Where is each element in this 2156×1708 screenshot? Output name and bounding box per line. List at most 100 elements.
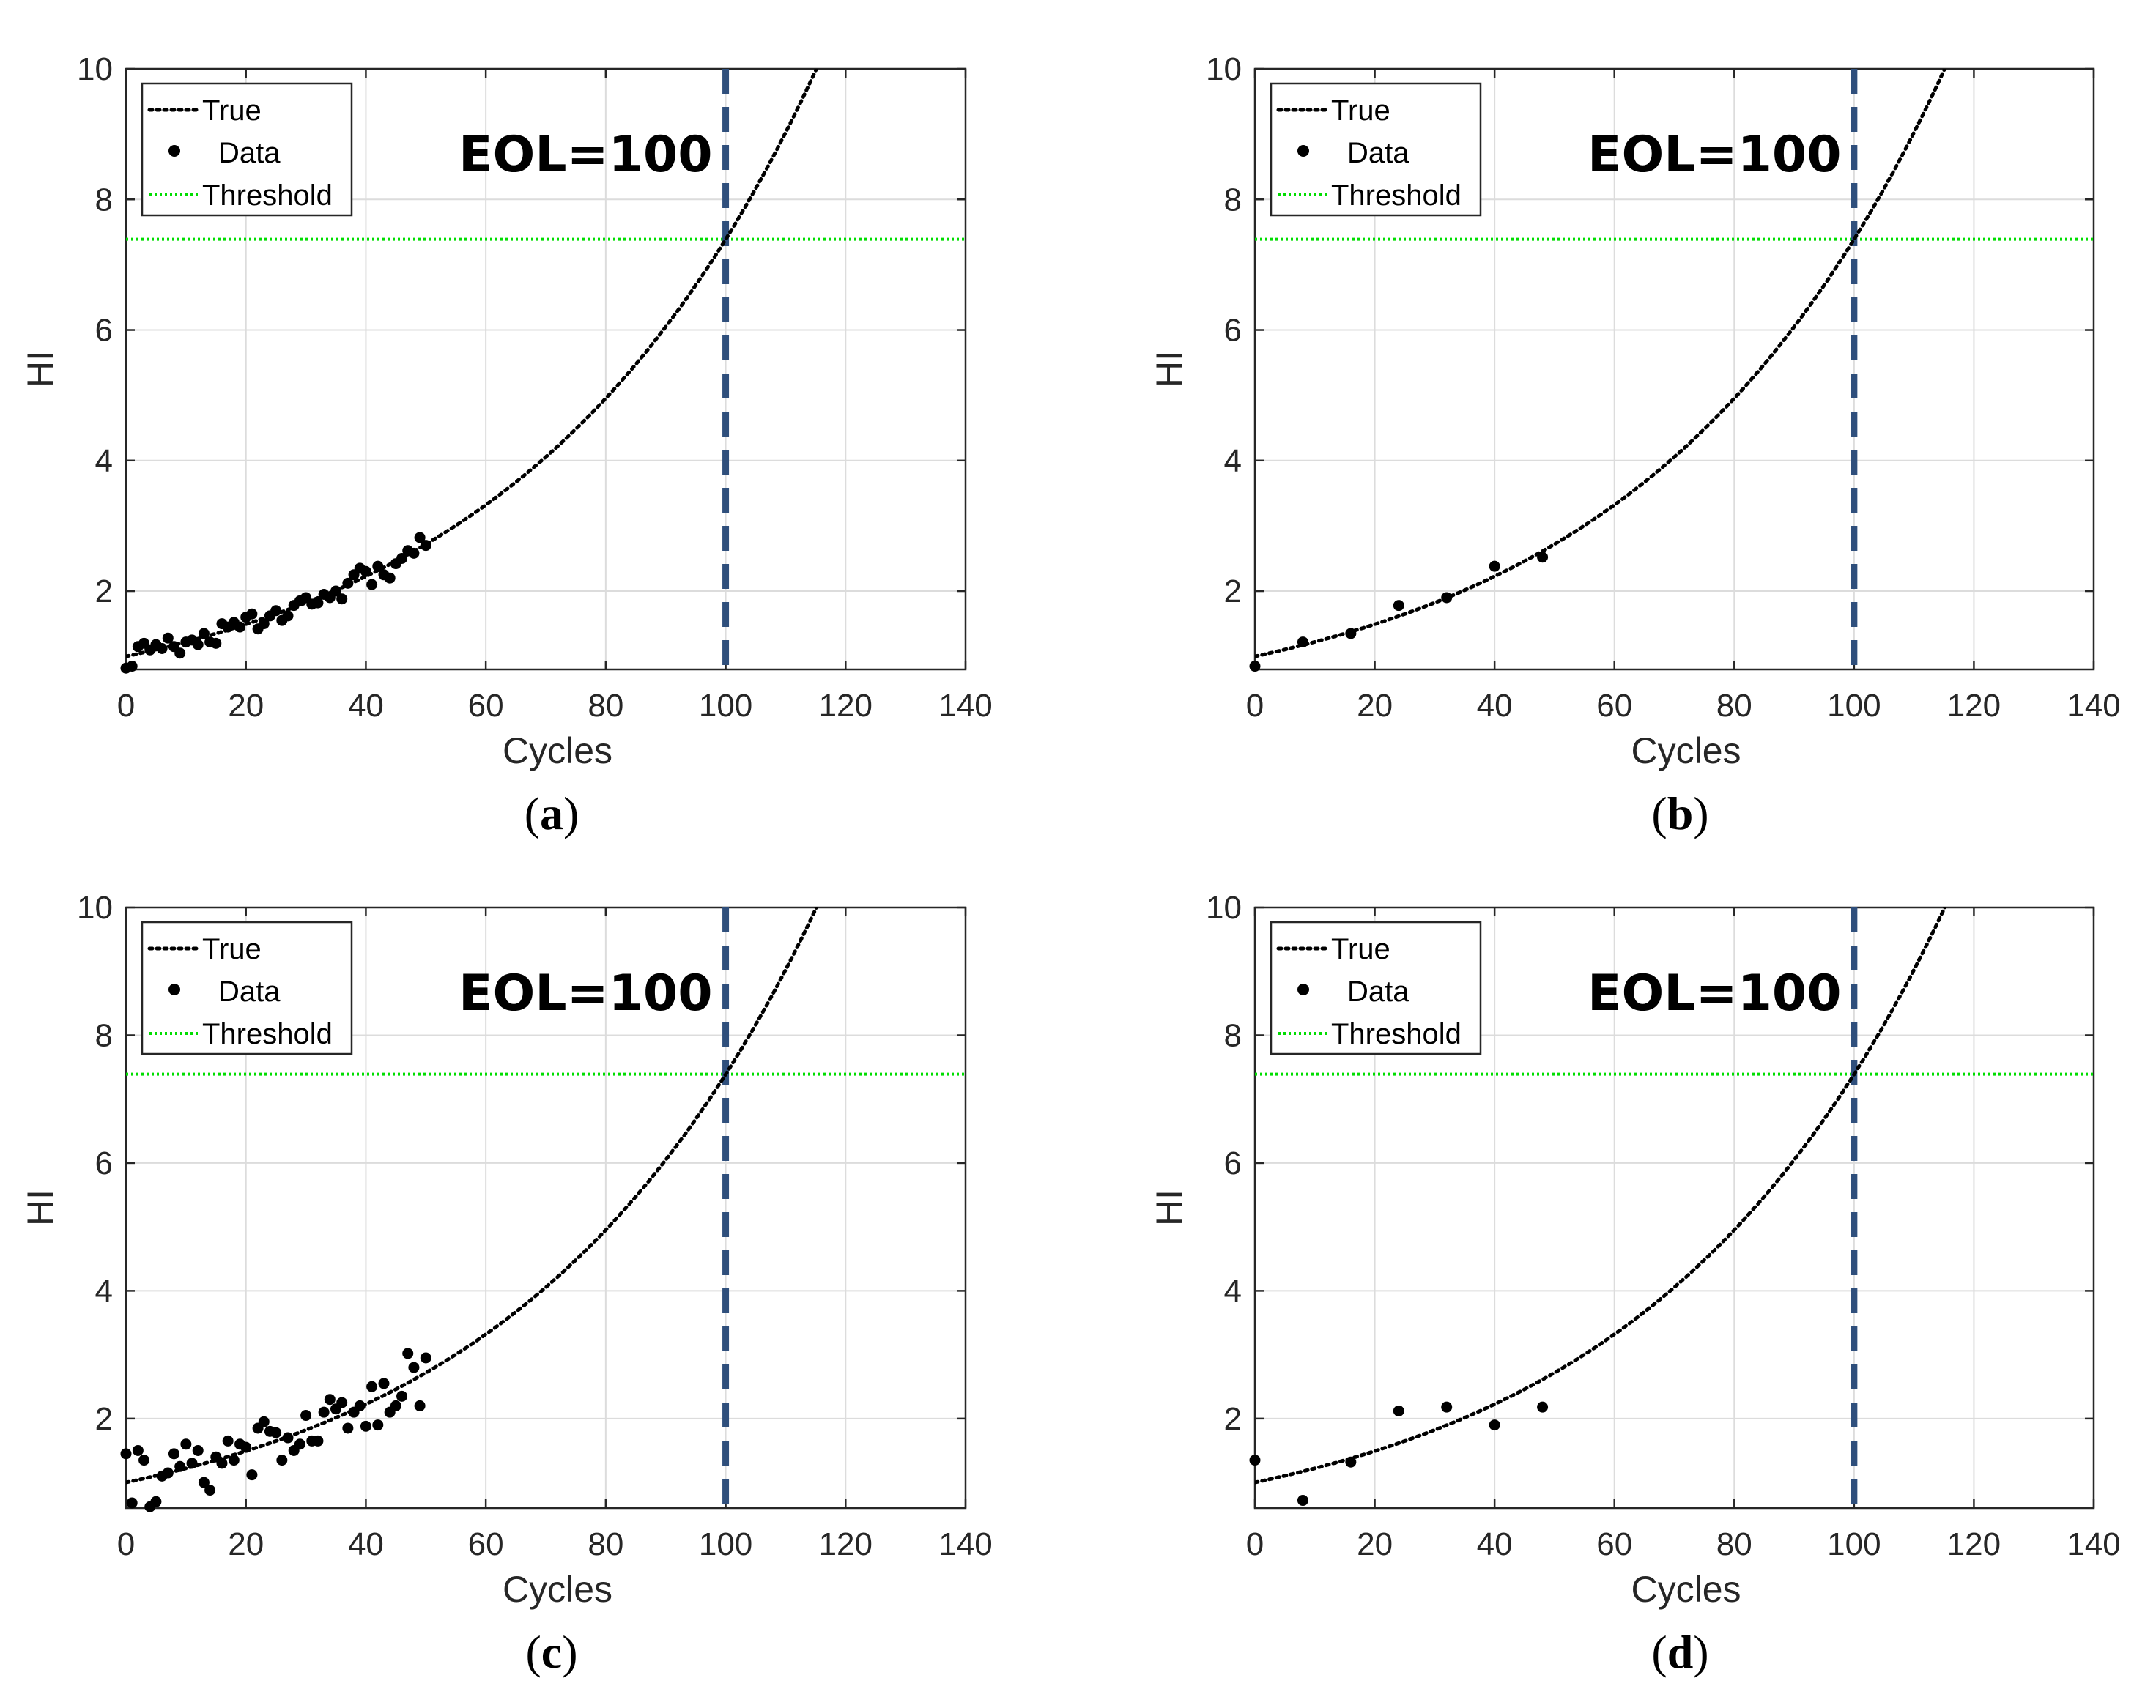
y-axis-title: HI (1149, 351, 1190, 387)
caption-open-paren: ( (1651, 787, 1667, 839)
y-tick-label: 10 (77, 890, 113, 926)
y-tick-label: 8 (95, 182, 113, 218)
data-point (1393, 1405, 1404, 1416)
data-point (396, 1390, 408, 1402)
legend-true-label: True (1331, 933, 1390, 965)
y-tick-label: 2 (1224, 1401, 1242, 1437)
data-point (312, 1435, 324, 1447)
data-point (138, 1455, 150, 1466)
caption-close-paren: ) (1693, 787, 1708, 839)
data-point (1249, 1455, 1261, 1466)
true-curve (126, 69, 819, 658)
data-point (240, 1441, 252, 1453)
data-point (1345, 628, 1357, 639)
data-point (1345, 1456, 1357, 1468)
data-point (414, 532, 426, 543)
legend-data-label: Data (218, 137, 281, 169)
data-point (258, 1416, 270, 1427)
y-tick-label: 8 (95, 1017, 113, 1053)
caption-close-paren: ) (563, 787, 579, 839)
data-series (1249, 552, 1549, 672)
data-point (336, 593, 348, 605)
legend-true-label: True (1331, 94, 1390, 127)
data-point (246, 1469, 258, 1481)
eol-annotation: EOL=100 (459, 126, 713, 184)
x-tick-label: 120 (1947, 688, 2001, 724)
data-point (300, 1410, 312, 1422)
data-point (1537, 1401, 1549, 1413)
axes-box (125, 906, 967, 1510)
data-point (150, 1496, 162, 1507)
x-tick-label: 20 (1357, 688, 1393, 724)
data-point (1537, 552, 1549, 563)
x-tick-label: 40 (348, 1526, 384, 1562)
data-point (174, 647, 186, 659)
legend-threshold-label: Threshold (202, 1018, 333, 1050)
x-tick-label: 20 (228, 688, 264, 724)
data-point (408, 1362, 420, 1373)
data-point (372, 1419, 384, 1431)
data-point (204, 1485, 216, 1496)
x-tick-label: 40 (348, 688, 384, 724)
x-tick-label: 80 (588, 1526, 623, 1562)
chart-panel-b: 0 20 40 60 80 100 120 140 2 4 6 8 10 Cycles HI True Data… (1149, 51, 2121, 839)
caption-letter: a (540, 787, 563, 839)
x-tick-label: 80 (1716, 688, 1752, 724)
y-axis-title: HI (20, 1189, 61, 1226)
panel-caption: (d) (1651, 1626, 1708, 1678)
data-point (180, 1438, 192, 1450)
legend-true-label: True (202, 933, 262, 965)
data-point (366, 579, 378, 590)
x-tick-label: 60 (468, 1526, 504, 1562)
y-tick-label: 8 (1224, 182, 1242, 218)
x-tick-label: 0 (1246, 688, 1264, 724)
y-tick-label: 2 (1224, 573, 1242, 609)
x-axis-title: Cycles (503, 730, 612, 771)
data-point (324, 1394, 336, 1406)
x-tick-label: 80 (588, 688, 623, 724)
data-series (1249, 1401, 1549, 1507)
x-tick-label: 120 (1947, 1526, 2001, 1562)
data-point (414, 1400, 426, 1411)
chart-panel-d: 0 20 40 60 80 100 120 140 2 4 6 8 10 Cycles HI True Data… (1149, 890, 2121, 1678)
y-tick-label: 4 (1224, 1273, 1242, 1309)
x-axis-title: Cycles (1631, 1569, 1741, 1610)
caption-close-paren: ) (1693, 1626, 1708, 1678)
y-tick-label: 4 (95, 443, 113, 479)
data-point (282, 1432, 294, 1444)
data-point (1489, 1419, 1500, 1431)
y-tick-label: 6 (1224, 313, 1242, 349)
chart-panel-a: 0 20 40 60 80 100 120 140 2 4 6 8 10 Cycles HI True Data… (20, 51, 993, 839)
data-point (222, 1435, 234, 1447)
y-tick-label: 10 (77, 51, 113, 87)
eol-annotation: EOL=100 (459, 965, 713, 1022)
data-point (210, 637, 222, 649)
caption-open-paren: ( (1651, 1626, 1667, 1678)
data-point (1441, 592, 1453, 604)
x-tick-label: 100 (699, 1526, 752, 1562)
data-point (396, 552, 408, 564)
data-series (120, 1348, 431, 1512)
data-point (270, 605, 282, 617)
x-tick-label: 120 (819, 1526, 873, 1562)
axes-box (125, 67, 967, 671)
x-tick-label: 0 (117, 1526, 135, 1562)
panel-caption: (a) (525, 787, 579, 839)
y-tick-label: 2 (95, 573, 113, 609)
data-point (270, 1427, 282, 1438)
data-point (156, 642, 168, 654)
x-tick-label: 120 (819, 688, 873, 724)
caption-letter: b (1667, 787, 1694, 839)
x-tick-label: 40 (1477, 688, 1513, 724)
x-tick-label: 80 (1716, 1526, 1752, 1562)
legend-data-swatch (168, 984, 180, 995)
data-point (336, 1397, 348, 1408)
data-point (132, 1444, 144, 1456)
legend-threshold-label: Threshold (202, 179, 333, 212)
data-point (1489, 560, 1500, 572)
x-tick-label: 20 (228, 1526, 264, 1562)
data-point (1297, 636, 1308, 648)
caption-open-paren: ( (525, 787, 540, 839)
data-point (384, 572, 396, 584)
